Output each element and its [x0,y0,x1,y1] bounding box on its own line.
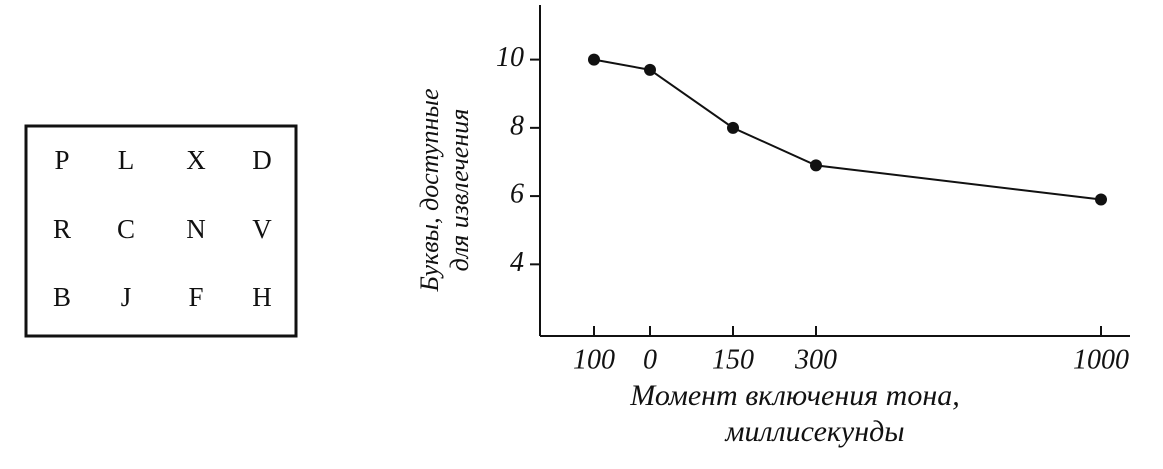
grid-letter: X [186,145,206,175]
grid-letter: R [53,214,71,244]
grid-letter: B [53,282,71,312]
x-tick-label: 0 [643,344,657,375]
grid-letter: J [121,282,132,312]
grid-letter: L [118,145,135,175]
grid-letter: N [186,214,206,244]
data-line [593,58,1102,201]
x-axis-label: миллисекунды [724,415,904,448]
grid-letter: D [252,145,272,175]
y-tick-label: 8 [510,110,524,141]
x-tick-label: 100 [573,344,615,375]
letter-grid: P L X D R C N V B J F H [53,145,272,312]
y-tick-label: 6 [510,179,524,210]
data-point [644,63,656,76]
letter-grid-frame [24,124,298,338]
grid-letter: C [117,214,135,244]
grid-letter: V [252,214,272,244]
grid-letter: H [252,282,272,312]
y-axis-label: для извлечения [445,109,474,272]
data-point [810,159,822,172]
x-tick-label: 150 [712,344,754,375]
data-point [1095,193,1107,206]
grid-letter: P [54,145,69,175]
data-point [588,53,600,66]
x-tick-label: 1000 [1073,344,1129,375]
x-tick-label: 300 [794,344,837,375]
y-axis-label: Буквы, доступные [415,88,444,292]
y-tick-label: 10 [496,42,524,73]
x-axis-label: Момент включения тона, [629,379,959,412]
grid-letter: F [188,282,203,312]
data-point [727,121,739,134]
y-tick-label: 4 [510,247,524,278]
